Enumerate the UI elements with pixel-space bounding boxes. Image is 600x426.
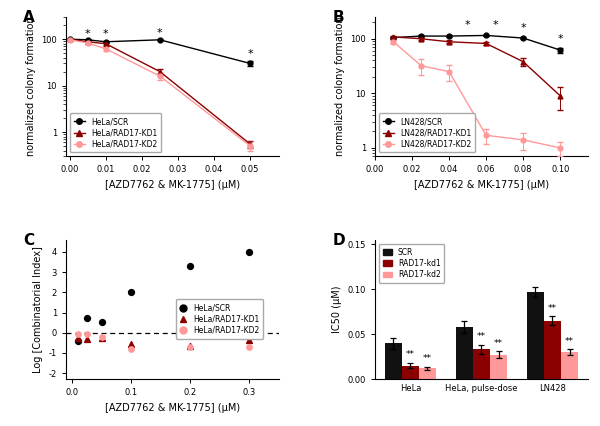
Point (185, 344, 195, 351)
Bar (544, 321, 561, 379)
Point (97, 335, 106, 342)
Point (185, 263, 195, 270)
Bar (473, 349, 490, 379)
X-axis label: [AZD7762 & MK-1775] (μM): [AZD7762 & MK-1775] (μM) (105, 403, 240, 413)
Bar (456, 327, 473, 379)
Text: **: ** (565, 337, 574, 346)
Text: A: A (23, 10, 35, 25)
Point (245, 337, 254, 344)
Text: **: ** (406, 350, 415, 360)
Y-axis label: normalized colony formation: normalized colony formation (335, 17, 344, 156)
Text: **: ** (423, 354, 432, 363)
Point (82, 330, 92, 337)
Point (73, 337, 83, 344)
Point (185, 343, 195, 349)
Text: *: * (493, 20, 498, 30)
Text: B: B (332, 10, 344, 25)
Point (73, 330, 83, 337)
Text: *: * (247, 49, 253, 59)
Point (127, 289, 136, 296)
Text: **: ** (494, 339, 503, 348)
X-axis label: [AZD7762 & MK-1775] (μM): [AZD7762 & MK-1775] (μM) (414, 180, 549, 190)
Text: *: * (103, 29, 109, 39)
Text: *: * (85, 29, 91, 39)
Y-axis label: Log [Combinatorial Index]: Log [Combinatorial Index] (33, 246, 43, 373)
Bar (490, 355, 507, 379)
Text: *: * (520, 23, 526, 32)
Bar (419, 368, 436, 379)
Text: **: ** (548, 304, 557, 313)
Legend: HeLa/SCR, HeLa/RAD17-KD1, HeLa/RAD17-KD2: HeLa/SCR, HeLa/RAD17-KD1, HeLa/RAD17-KD2 (176, 299, 263, 339)
Bar (527, 292, 544, 379)
Y-axis label: IC50 (μM): IC50 (μM) (332, 286, 342, 333)
Legend: LN428/SCR, LN428/RAD17-KD1, LN428/RAD17-KD2: LN428/SCR, LN428/RAD17-KD1, LN428/RAD17-… (379, 113, 475, 153)
Legend: SCR, RAD17-kd1, RAD17-kd2: SCR, RAD17-kd1, RAD17-kd2 (379, 244, 445, 283)
Point (73, 335, 83, 342)
Point (97, 318, 106, 325)
Point (97, 334, 106, 340)
Legend: HeLa/SCR, HeLa/RAD17-KD1, HeLa/RAD17-KD2: HeLa/SCR, HeLa/RAD17-KD1, HeLa/RAD17-KD2 (70, 113, 161, 153)
Text: *: * (557, 34, 563, 44)
Point (82, 314, 92, 321)
Point (245, 344, 254, 351)
Text: C: C (23, 233, 35, 248)
Point (82, 336, 92, 343)
Text: **: ** (477, 332, 486, 341)
Text: *: * (465, 20, 470, 30)
Bar (561, 352, 578, 379)
Text: D: D (332, 233, 345, 248)
Point (127, 346, 136, 353)
Bar (402, 366, 419, 379)
Text: *: * (157, 28, 163, 38)
Point (245, 249, 254, 256)
X-axis label: [AZD7762 & MK-1775] (μM): [AZD7762 & MK-1775] (μM) (105, 180, 240, 190)
Y-axis label: normalized colony formation: normalized colony formation (26, 17, 35, 156)
Bar (385, 343, 402, 379)
Point (127, 340, 136, 347)
